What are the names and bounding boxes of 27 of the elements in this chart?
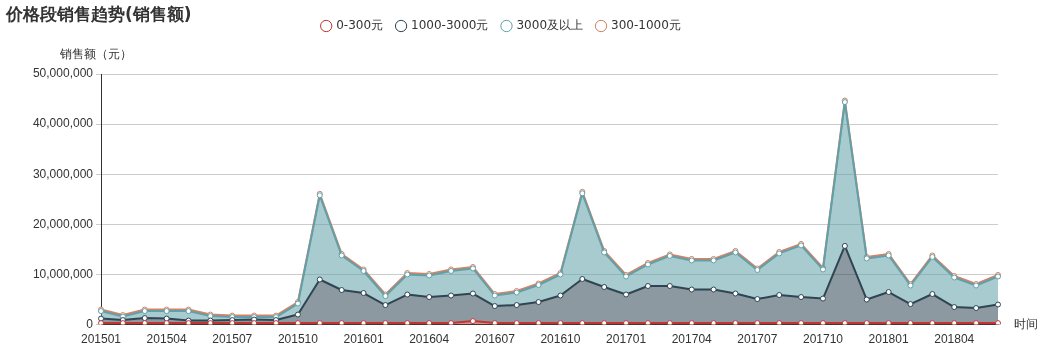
x-tick-label: 201604 bbox=[409, 332, 450, 347]
y-tick-label: 50,000,000 bbox=[32, 66, 94, 81]
legend-label: 3000及以上 bbox=[516, 18, 584, 33]
y-tick-label: 30,000,000 bbox=[32, 166, 94, 181]
x-tick-label: 201510 bbox=[277, 332, 319, 347]
chart-title: 价格段销售趋势(销售额) bbox=[6, 3, 192, 26]
y-tick-label: 10,000,000 bbox=[32, 266, 94, 281]
x-tick-label: 201607 bbox=[474, 332, 516, 347]
y-tick-label: 40,000,000 bbox=[32, 116, 94, 131]
x-tick-label: 201504 bbox=[146, 332, 187, 347]
legend-label: 1000-3000元 bbox=[411, 18, 489, 33]
y-tick-label: 20,000,000 bbox=[32, 216, 94, 231]
x-tick-label: 201507 bbox=[212, 332, 253, 347]
x-tick-label: 201707 bbox=[737, 332, 778, 347]
legend-label: 0-300元 bbox=[336, 18, 384, 33]
x-tick-label: 201804 bbox=[934, 332, 975, 347]
y-tick-label: 0 bbox=[86, 316, 94, 331]
y-axis-title: 销售额（元） bbox=[59, 47, 132, 62]
x-tick-label: 201801 bbox=[868, 332, 909, 347]
x-tick-label: 201704 bbox=[671, 332, 713, 347]
x-tick-label: 201601 bbox=[343, 332, 384, 347]
x-axis-title: 时间 bbox=[1014, 316, 1038, 331]
x-tick-label: 201701 bbox=[606, 332, 647, 347]
legend-label: 300-1000元 bbox=[611, 18, 681, 33]
x-tick-label: 201501 bbox=[80, 332, 122, 347]
x-tick-label: 201710 bbox=[802, 332, 844, 347]
x-tick-label: 201610 bbox=[540, 332, 581, 347]
